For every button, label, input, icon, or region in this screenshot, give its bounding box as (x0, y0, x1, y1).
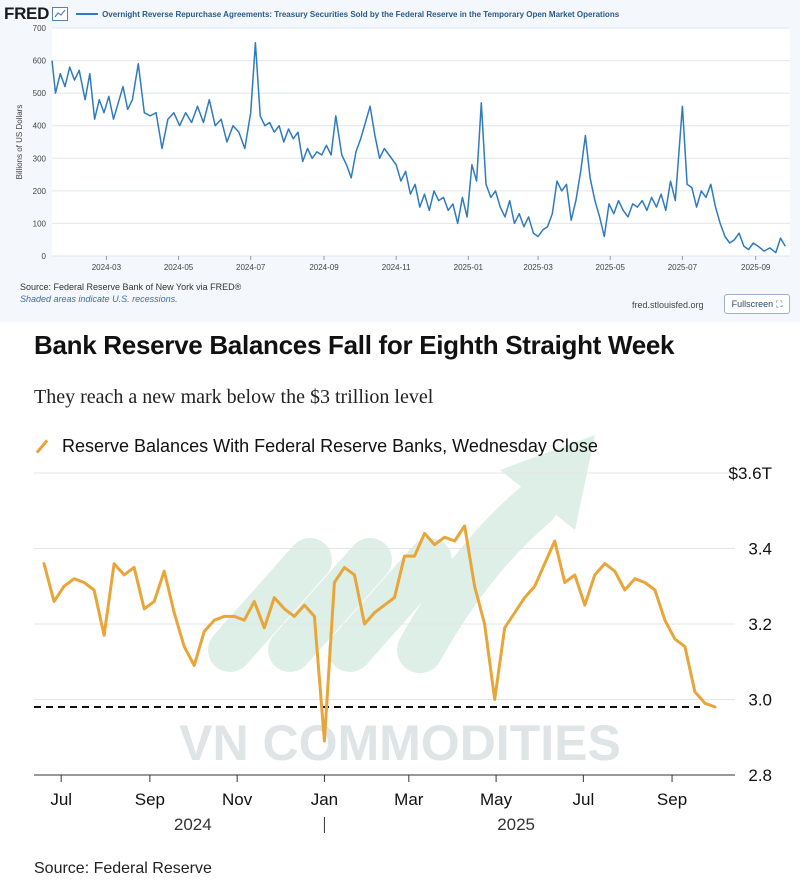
chart-subtitle: They reach a new mark below the $3 trill… (34, 386, 434, 408)
fullscreen-button[interactable]: Fullscreen ⛶ (724, 294, 790, 314)
fred-url[interactable]: fred.stlouisfed.org (632, 300, 704, 310)
fred-y-tick-label: 500 (33, 89, 47, 98)
watermark-bar (328, 538, 452, 672)
fred-y-axis-label: Billions of US Dollars (15, 105, 24, 180)
fred-x-tick-label: 2025-07 (668, 263, 698, 272)
fred-x-tick-label: 2025-09 (741, 263, 771, 272)
fred-shaded-note: Shaded areas indicate U.S. recessions. (20, 294, 178, 304)
fred-x-tick-label: 2024-07 (236, 263, 266, 272)
fred-x-tick-label: 2024-09 (309, 263, 339, 272)
watermark-text: VN COMMODITIES (179, 715, 621, 771)
x-tick-label: Sep (135, 790, 165, 809)
expand-icon: ⛶ (776, 298, 783, 309)
fred-y-tick-label: 400 (33, 122, 47, 131)
x-tick-label: Nov (222, 790, 253, 809)
fred-x-tick-label: 2024-05 (164, 263, 194, 272)
legend-line-icon (35, 439, 49, 454)
watermark-bar (268, 538, 392, 672)
fred-chart: 0 100 200 300 400 500 600 700 2024-03 2024-05 2024… (15, 24, 790, 272)
fullscreen-label: Fullscreen (731, 299, 774, 309)
fred-x-tick-label: 2025-05 (596, 263, 626, 272)
fred-y-tick-label: 200 (33, 187, 47, 196)
fred-source: Source: Federal Reserve Bank of New York… (20, 282, 242, 292)
y-tick-label: 3.0 (748, 691, 772, 710)
x-tick-label: Jul (572, 790, 594, 809)
fred-y-tick-label: 700 (33, 24, 47, 33)
fred-chart-panel: 0 100 200 300 400 500 600 700 2024-03 2024-05 2024… (0, 0, 800, 322)
y-tick-label: 3.4 (748, 540, 772, 559)
chart-source: Source: Federal Reserve (34, 860, 212, 877)
fred-y-tick-label: 300 (33, 154, 47, 163)
y-tick-label: 3.2 (748, 615, 772, 634)
fred-logo[interactable]: FRED (4, 4, 50, 23)
x-year-label: 2024 (174, 815, 212, 834)
fred-x-tick-label: 2025-01 (454, 263, 484, 272)
fred-y-tick-label: 100 (33, 219, 47, 228)
fred-header: FRED Overnight Reverse Repurchase Agreem… (4, 4, 619, 24)
x-tick-label: Mar (394, 790, 424, 809)
chart-legend: Reserve Balances With Federal Reserve Ba… (34, 436, 598, 457)
fred-y-tick-label: 0 (42, 252, 47, 261)
fred-x-tick-label: 2025-03 (523, 263, 553, 272)
fred-plot-area (52, 28, 790, 256)
y-tick-label: 2.8 (748, 766, 772, 785)
x-tick-label: Jan (311, 790, 338, 809)
fred-legend-line (76, 13, 99, 15)
watermark-bar (208, 538, 332, 672)
fred-title: Overnight Reverse Repurchase Agreements:… (102, 9, 620, 19)
series-line (42, 524, 717, 743)
watermark-arrow-head (500, 435, 595, 530)
x-tick-label: Sep (657, 790, 687, 809)
chart-title: Bank Reserve Balances Fall for Eighth St… (34, 330, 675, 360)
chart-icon (52, 7, 69, 21)
y-tick-label: $3.6T (729, 464, 772, 483)
x-year-label: 2025 (497, 815, 535, 834)
fred-series-line (51, 41, 786, 254)
watermark-arrows (208, 435, 595, 673)
fred-x-tick-label: 2024-11 (382, 263, 411, 272)
fred-x-tick-label: 2024-03 (92, 263, 122, 272)
watermark-arrow-shaft (397, 482, 558, 673)
fred-y-tick-label: 600 (33, 57, 47, 66)
x-tick-label: May (480, 790, 513, 809)
legend-label: Reserve Balances With Federal Reserve Ba… (62, 436, 598, 456)
x-tick-label: Jul (50, 790, 72, 809)
